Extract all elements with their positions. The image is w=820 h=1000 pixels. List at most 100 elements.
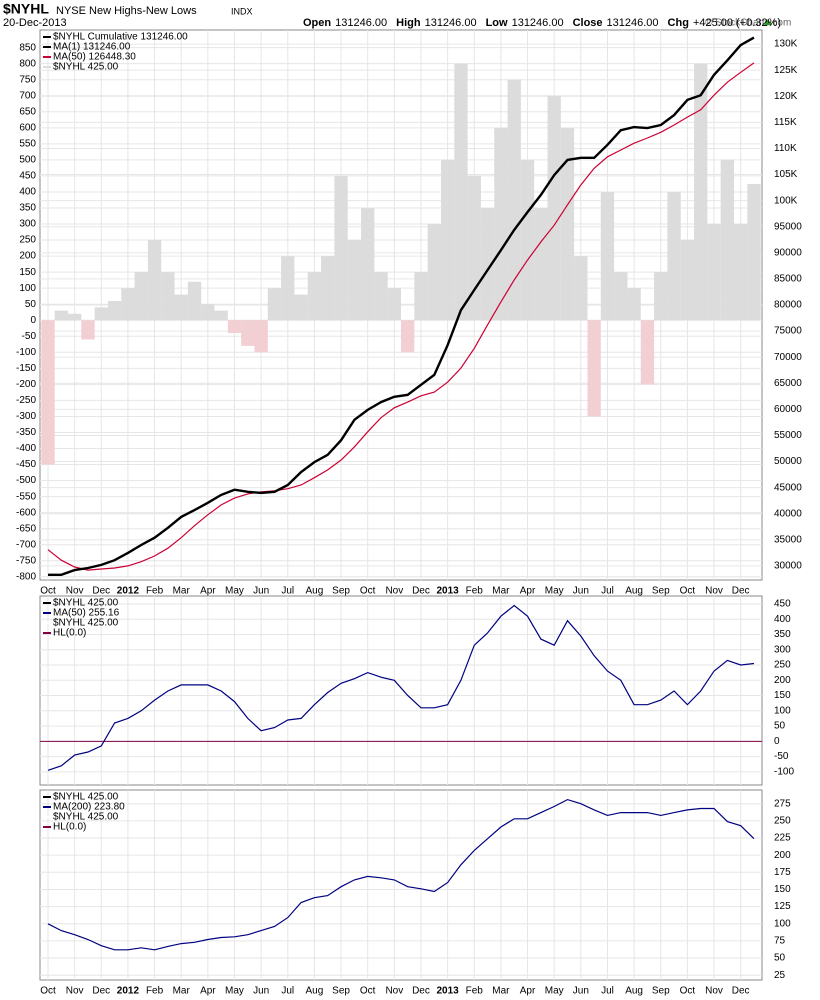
nyhl-bar bbox=[560, 127, 575, 321]
x-tick-label: Nov bbox=[385, 586, 403, 597]
y-tick-label: 50 bbox=[774, 953, 786, 964]
series-line bbox=[47, 604, 755, 771]
up-arrow bbox=[764, 19, 772, 25]
y-tick-label: -500 bbox=[16, 475, 36, 486]
x-tick-label: Dec bbox=[412, 986, 430, 997]
y-tick-label: 90000 bbox=[774, 247, 802, 258]
x-tick-label: Oct bbox=[40, 586, 56, 597]
legend-entry: $NYHL 425.00 bbox=[53, 62, 119, 73]
y-tick-label: 30000 bbox=[774, 561, 802, 572]
y-tick-label: -50 bbox=[22, 331, 37, 342]
x-tick-label: Jun bbox=[253, 986, 269, 997]
panel-label: $NYHL Cumulative 131246.00 bbox=[53, 32, 188, 43]
y-tick-label: 85000 bbox=[774, 274, 802, 285]
x-tick-label: Aug bbox=[306, 586, 324, 597]
ohlc-value: 131246.00 bbox=[512, 17, 564, 29]
nyhl-bar bbox=[214, 310, 228, 321]
ohlc-value: 131246.00 bbox=[425, 17, 477, 29]
plot-frame bbox=[39, 789, 763, 981]
y-tick-label: -100 bbox=[16, 347, 36, 358]
nyhl-bar bbox=[734, 224, 748, 321]
nyhl-bar bbox=[241, 320, 255, 346]
nyhl-bar bbox=[187, 281, 202, 321]
y-tick-label: 45000 bbox=[774, 482, 802, 493]
y-tick-label: 200 bbox=[774, 850, 791, 861]
ohlc-label: Open bbox=[303, 17, 331, 29]
y-tick-label: -250 bbox=[16, 395, 36, 406]
legend-entry: HL(0.0) bbox=[53, 822, 86, 833]
y-tick-label: 300 bbox=[19, 219, 36, 230]
y-tick-label: -300 bbox=[16, 411, 36, 422]
x-tick-label: Apr bbox=[200, 586, 216, 597]
y-tick-label: -750 bbox=[16, 555, 36, 566]
nyhl-bar bbox=[480, 207, 495, 321]
nyhl-bar bbox=[427, 224, 441, 321]
y-tick-label: 100K bbox=[774, 195, 798, 206]
y-tick-label: 150 bbox=[774, 884, 791, 895]
y-tick-label: 850 bbox=[19, 42, 36, 53]
legend-entry: $NYHL 425.00 bbox=[53, 812, 119, 823]
nyhl-bar bbox=[347, 240, 362, 321]
y-tick-label: 150 bbox=[774, 690, 791, 701]
x-tick-label: Sep bbox=[652, 586, 670, 597]
x-tick-label: Nov bbox=[385, 986, 403, 997]
y-tick-label: 70000 bbox=[774, 352, 802, 363]
nyhl-bar bbox=[201, 304, 215, 321]
nyhl-bar bbox=[694, 63, 708, 321]
x-tick-label: Apr bbox=[520, 986, 536, 997]
series-line bbox=[48, 36, 755, 576]
y-tick-label: 100 bbox=[774, 705, 791, 716]
nyhl-bar bbox=[174, 294, 188, 321]
x-tick-label: Nov bbox=[705, 986, 723, 997]
x-tick-label: Sep bbox=[652, 986, 670, 997]
legend-entry: HL(0.0) bbox=[53, 628, 86, 639]
y-tick-label: 40000 bbox=[774, 508, 802, 519]
y-tick-label: 550 bbox=[19, 138, 36, 149]
x-tick-label: Oct bbox=[680, 986, 696, 997]
y-tick-label: 80000 bbox=[774, 300, 802, 311]
y-tick-label: 700 bbox=[19, 90, 36, 101]
y-tick-label: 110K bbox=[774, 143, 797, 154]
nyhl-bar bbox=[640, 320, 655, 385]
x-tick-label: May bbox=[545, 586, 564, 597]
x-tick-label: Dec bbox=[412, 586, 430, 597]
y-tick-label: 200 bbox=[774, 675, 791, 686]
nyhl-bar bbox=[720, 159, 735, 321]
y-tick-label: 450 bbox=[19, 171, 36, 182]
x-tick-label: Jul bbox=[601, 586, 614, 597]
y-tick-label: -50 bbox=[774, 751, 789, 762]
nyhl-bar bbox=[387, 288, 401, 321]
x-tick-label: Feb bbox=[146, 586, 164, 597]
y-tick-label: 65000 bbox=[774, 378, 802, 389]
x-tick-label: 2013 bbox=[436, 986, 459, 997]
y-tick-label: -700 bbox=[16, 539, 36, 550]
y-tick-label: 75000 bbox=[774, 326, 802, 337]
ohlc-value: 131246.00 bbox=[607, 17, 659, 29]
x-tick-label: May bbox=[225, 986, 244, 997]
x-tick-label: Sep bbox=[332, 986, 350, 997]
y-tick-label: 125 bbox=[774, 901, 791, 912]
y-tick-label: 275 bbox=[774, 798, 791, 809]
nyhl-bar bbox=[494, 127, 508, 321]
nyhl-bar bbox=[41, 320, 55, 465]
x-tick-label: Oct bbox=[40, 986, 56, 997]
y-tick-label: 350 bbox=[774, 629, 791, 640]
nyhl-bar bbox=[294, 294, 308, 321]
nyhl-bar bbox=[134, 272, 148, 321]
nyhl-bar bbox=[654, 272, 668, 321]
nyhl-bar bbox=[94, 307, 108, 321]
nyhl-bar bbox=[614, 272, 628, 321]
nyhl-bar bbox=[374, 272, 388, 321]
ohlc-label: Chg bbox=[668, 17, 689, 29]
x-tick-label: Dec bbox=[92, 986, 110, 997]
nyhl-bar bbox=[440, 159, 455, 321]
nyhl-bar bbox=[587, 320, 601, 417]
y-tick-label: 800 bbox=[19, 58, 36, 69]
x-tick-label: Jun bbox=[573, 586, 589, 597]
y-tick-label: -400 bbox=[16, 443, 36, 454]
ohlc-value: 131246.00 bbox=[335, 17, 387, 29]
nyhl-bar bbox=[534, 207, 548, 321]
y-tick-label: 450 bbox=[774, 599, 791, 610]
